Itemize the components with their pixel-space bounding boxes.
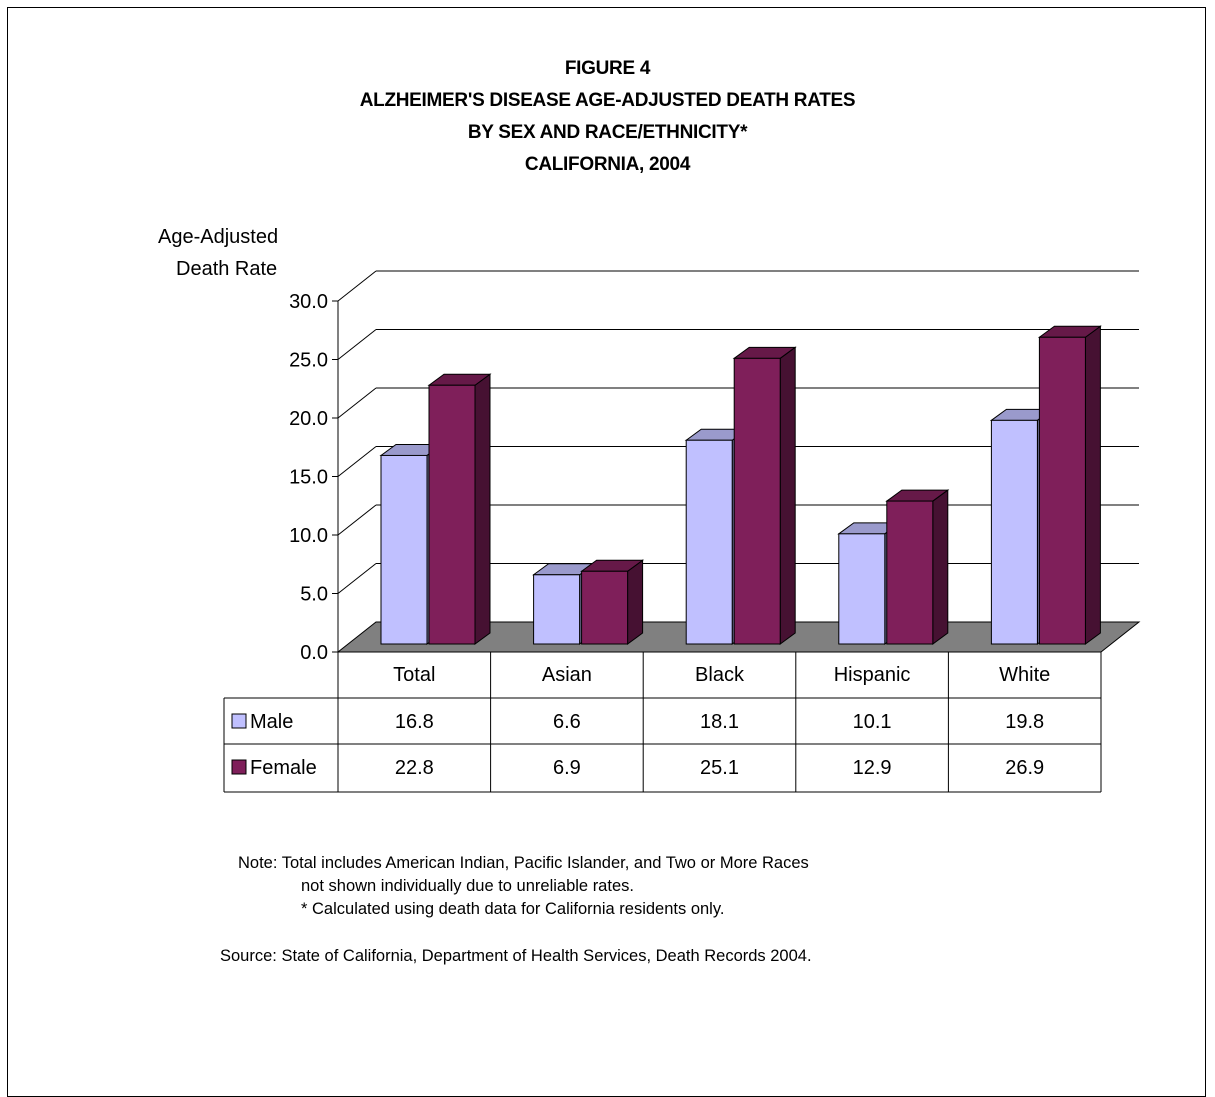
bar-female-black [733, 357, 781, 645]
data-label-female: 12.9 [853, 757, 892, 779]
bar-female-asian [581, 570, 629, 645]
gridline-side [337, 387, 377, 419]
bar-side-female [932, 489, 949, 645]
bar-female-hispanic [886, 500, 934, 645]
bar-male-hispanic [838, 533, 886, 645]
figure-number: FIGURE 4 [564, 58, 651, 79]
bar-side-female [1084, 325, 1101, 645]
data-label-female: 26.9 [1005, 757, 1044, 779]
data-label-male: 10.1 [853, 711, 892, 733]
legend-label-female: Female [250, 757, 317, 779]
category-label: Hispanic [834, 664, 911, 686]
data-label-male: 6.6 [553, 711, 581, 733]
y-axis-label-line2: Death Rate [176, 258, 278, 280]
bar-side-female [779, 346, 796, 645]
y-tick-label: 25.0 [289, 350, 328, 372]
y-tick-label: 20.0 [289, 408, 328, 430]
gridline-side [337, 504, 377, 536]
y-tick-label: 5.0 [300, 584, 328, 606]
gridline-side [337, 329, 377, 360]
gridline-side [337, 270, 377, 302]
bar-male-total [380, 454, 428, 645]
note-line-1: Note: Total includes American Indian, Pa… [238, 854, 809, 872]
legend-swatch-male [231, 713, 247, 729]
category-label: Total [393, 664, 435, 686]
note-line-3: * Calculated using death data for Califo… [301, 900, 725, 918]
legend-swatch-female [231, 759, 247, 775]
category-label: Asian [542, 664, 592, 686]
category-label: Black [695, 664, 745, 686]
bar-male-black [685, 439, 733, 645]
bar-side-female [474, 373, 491, 645]
chart-location-year: CALIFORNIA, 2004 [524, 154, 691, 175]
category-label: White [999, 664, 1050, 686]
note-line-2: not shown individually due to unreliable… [301, 877, 634, 895]
data-label-male: 16.8 [395, 711, 434, 733]
y-axis-label-line1: Age-Adjusted [158, 226, 279, 248]
data-label-male: 19.8 [1005, 711, 1044, 733]
y-tick-label: 15.0 [289, 467, 328, 489]
bar-male-white [990, 419, 1038, 645]
y-tick-label: 30.0 [289, 291, 328, 313]
bar-female-white [1038, 336, 1086, 645]
bar-side-female [627, 559, 644, 645]
chart-title: ALZHEIMER'S DISEASE AGE-ADJUSTED DEATH R… [359, 90, 856, 111]
legend-label-male: Male [250, 711, 293, 733]
y-tick-label: 0.0 [300, 642, 328, 664]
data-label-female: 22.8 [395, 757, 434, 779]
bar-male-asian [533, 574, 581, 645]
data-label-male: 18.1 [700, 711, 739, 733]
bar-female-total [428, 384, 476, 645]
data-label-female: 25.1 [700, 757, 739, 779]
data-label-female: 6.9 [553, 757, 581, 779]
source-note: Source: State of California, Department … [220, 947, 812, 965]
gridline-side [337, 446, 377, 477]
y-tick-label: 10.0 [289, 525, 328, 547]
chart-subtitle: BY SEX AND RACE/ETHNICITY* [467, 122, 748, 143]
gridline-side [337, 563, 377, 594]
